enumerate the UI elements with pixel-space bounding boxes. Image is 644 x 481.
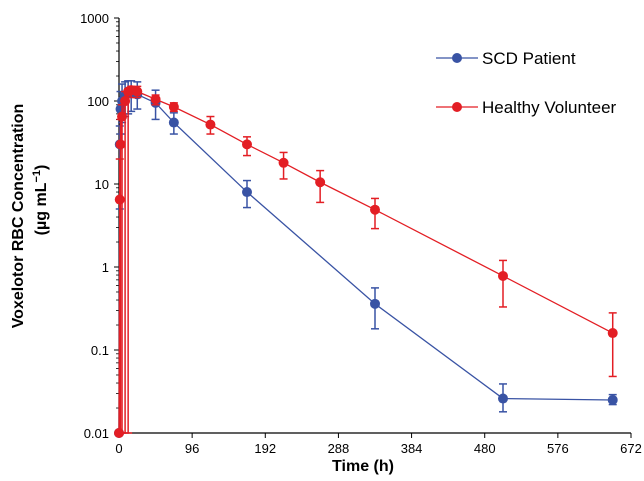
x-tick-label: 672 [620,441,642,456]
y-axis-unit-exponent: −1 [31,170,43,183]
legend-label: SCD Patient [482,49,576,68]
data-point [114,428,124,438]
y-tick-label: 100 [87,94,109,109]
x-tick-label: 0 [115,441,122,456]
data-point [132,86,143,97]
y-tick-label: 10 [95,177,109,192]
y-tick-label: 1 [102,260,109,275]
x-tick-label: 576 [547,441,569,456]
data-point [242,187,252,198]
legend-item-healthy-volunteer: Healthy Volunteer [436,98,617,117]
y-tick-label: 0.01 [84,426,109,441]
data-point [607,328,618,339]
x-tick-label: 480 [474,441,496,456]
y-axis-title-line2: (µg mL−1) [31,165,50,236]
legend: SCD Patient Healthy Volunteer [436,49,617,117]
series-healthy-volunteer [114,85,618,438]
data-point [115,139,126,150]
x-tick-label: 288 [328,441,350,456]
data-point [168,117,179,128]
series-line [118,92,613,434]
data-point [242,139,252,150]
data-point [205,119,216,130]
series-scd-patient [114,80,618,438]
data-point [114,194,125,205]
legend-label: Healthy Volunteer [482,98,617,117]
x-axis-title: Time (h) [332,458,394,475]
legend-item-scd-patient: SCD Patient [436,49,576,68]
data-point [278,157,289,168]
x-tick-label: 192 [254,441,276,456]
data-point [498,393,508,404]
data-point [315,177,326,188]
y-axis-unit-base: (µg mL [33,182,50,235]
y-axis-unit-close: ) [33,165,50,170]
data-point [607,394,618,405]
legend-marker [452,102,462,112]
data-point [150,94,161,105]
axes: 0.01 0.1 1 10 100 1000 0 96 192 288 384 480 576 672 [80,11,642,456]
y-axis-title-line1: Voxelotor RBC Concentration [10,104,27,329]
y-tick-label: 0.1 [91,343,109,358]
y-tick-label: 1000 [80,11,109,26]
legend-marker [452,53,462,63]
data-point [117,111,128,122]
data-point [370,204,380,215]
data-point [168,101,179,112]
data-point [120,96,131,106]
data-point [498,270,508,281]
data-point [370,298,380,309]
series-layer [114,80,618,438]
x-tick-label: 384 [401,441,423,456]
x-tick-label: 96 [185,441,199,456]
